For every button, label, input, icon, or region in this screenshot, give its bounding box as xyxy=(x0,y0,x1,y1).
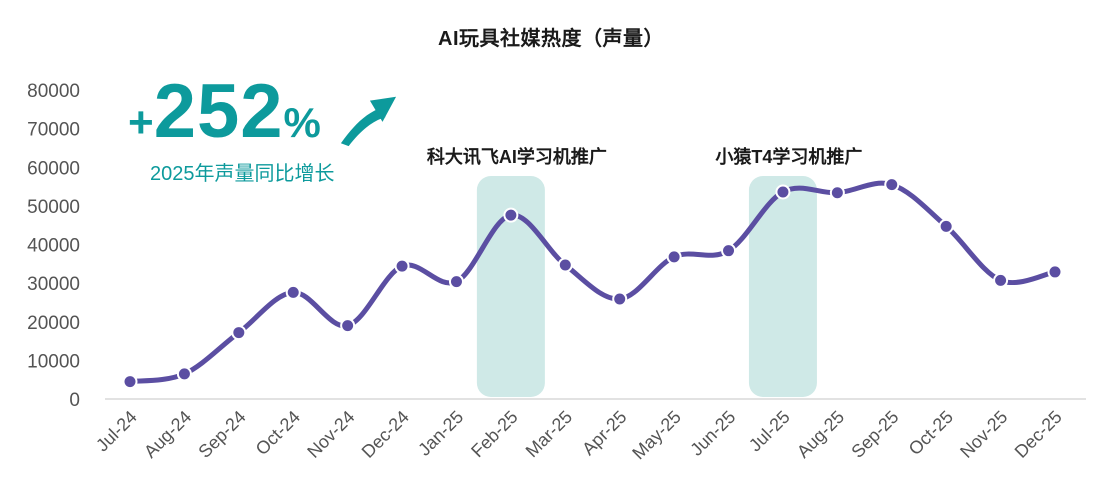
data-point xyxy=(557,257,573,273)
y-tick-label: 60000 xyxy=(27,158,80,179)
x-tick-label: Nov-25 xyxy=(956,407,1011,462)
series-line xyxy=(127,180,1058,385)
x-tick-label: Jul-25 xyxy=(745,407,794,456)
x-tick-label: Aug-25 xyxy=(793,407,848,462)
y-tick-label: 40000 xyxy=(27,236,80,257)
stat-value: 252 xyxy=(153,69,284,154)
data-point xyxy=(122,374,138,390)
yoy-growth-stat: +252% xyxy=(128,74,321,150)
stat-percent: % xyxy=(283,99,321,146)
y-tick-label: 30000 xyxy=(27,274,80,295)
data-point xyxy=(721,243,737,259)
y-tick-label: 10000 xyxy=(27,351,80,372)
data-point xyxy=(612,291,628,307)
stat-plus-sign: + xyxy=(128,98,154,147)
data-point xyxy=(829,185,845,201)
data-point xyxy=(503,207,519,223)
data-point xyxy=(340,318,356,334)
x-tick-label: Mar-25 xyxy=(522,407,576,461)
x-tick-label: Jan-25 xyxy=(414,407,467,460)
data-point xyxy=(993,272,1009,288)
data-point xyxy=(394,258,410,274)
x-tick-label: Feb-25 xyxy=(467,407,521,461)
stat-caption: 2025年声量同比增长 xyxy=(150,163,335,185)
data-point xyxy=(448,274,464,290)
x-tick-label: Apr-25 xyxy=(578,407,630,459)
y-tick-label: 80000 xyxy=(27,81,80,102)
x-tick-label: Jun-25 xyxy=(686,407,739,460)
x-tick-label: Jul-24 xyxy=(92,407,141,456)
y-tick-label: 20000 xyxy=(27,313,80,334)
x-tick-label: May-25 xyxy=(628,407,685,464)
y-tick-label: 0 xyxy=(69,390,80,411)
annotation-label: 科大讯飞AI学习机推广 xyxy=(427,146,607,167)
data-point xyxy=(231,325,247,341)
x-tick-label: Aug-24 xyxy=(140,407,195,462)
y-tick-label: 50000 xyxy=(27,197,80,218)
data-point xyxy=(938,218,954,234)
growth-arrow-icon xyxy=(340,96,397,147)
x-tick-label: Dec-24 xyxy=(358,407,413,462)
x-tick-label: Sep-24 xyxy=(194,407,249,462)
page-title: AI玩具社媒热度（声量） xyxy=(438,28,664,50)
data-point xyxy=(775,184,791,200)
data-point xyxy=(1047,264,1063,280)
x-tick-label: Dec-25 xyxy=(1011,407,1066,462)
data-point xyxy=(285,284,301,300)
x-tick-label: Oct-25 xyxy=(905,407,957,459)
highlight-band xyxy=(748,176,817,397)
data-point xyxy=(666,249,682,265)
y-tick-label: 70000 xyxy=(27,120,80,141)
data-point xyxy=(884,177,900,193)
x-tick-label: Sep-25 xyxy=(847,407,902,462)
x-tick-label: Nov-24 xyxy=(303,407,358,462)
x-tick-label: Oct-24 xyxy=(252,407,304,459)
annotation-label: 小猿T4学习机推广 xyxy=(715,146,862,167)
data-point xyxy=(176,366,192,382)
